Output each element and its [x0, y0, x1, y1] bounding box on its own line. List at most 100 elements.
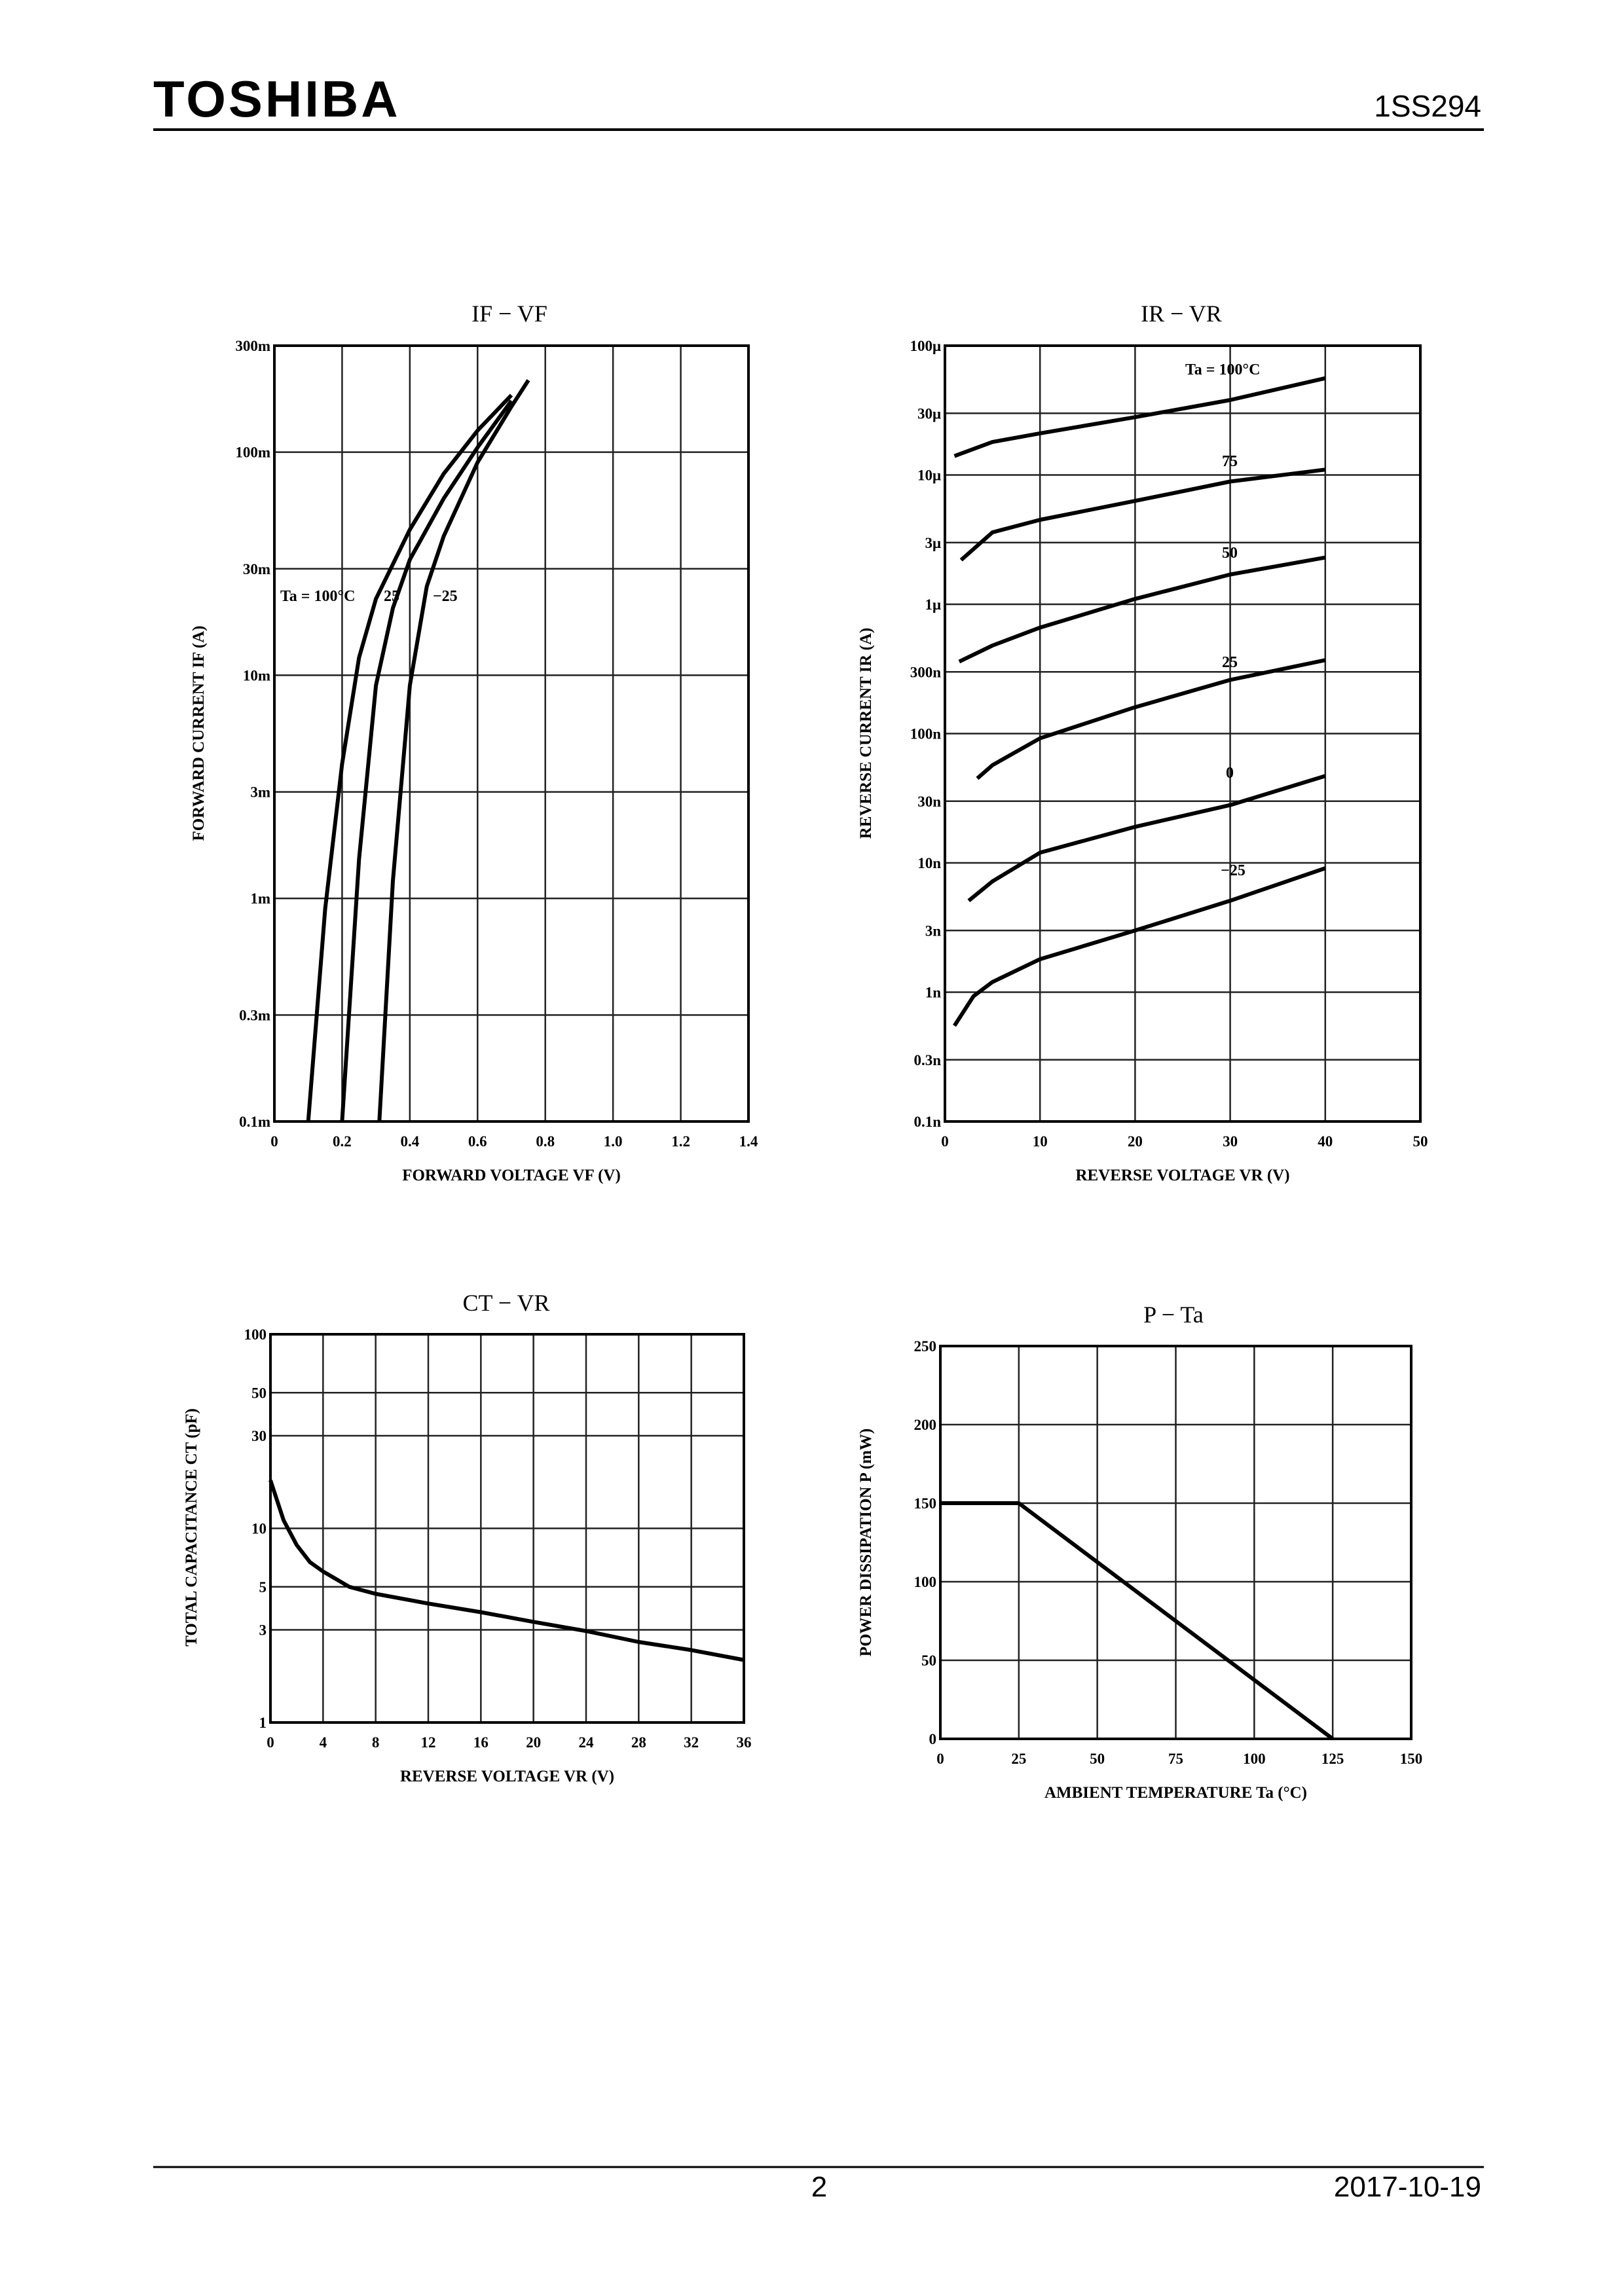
- curve: [967, 774, 1326, 903]
- curve-label: 25: [1222, 654, 1238, 671]
- y-axis-label: TOTAL CAPACITANCE CT (pF): [183, 1408, 200, 1647]
- y-tick-label: 0.1n: [913, 1114, 941, 1130]
- x-tick-label: 24: [579, 1734, 595, 1751]
- y-tick-label: 100: [914, 1574, 937, 1590]
- x-tick-label: 0: [267, 1734, 274, 1751]
- page-number: 2: [811, 2171, 827, 2203]
- curve: [306, 393, 513, 1122]
- x-tick-label: 36: [737, 1734, 752, 1751]
- chart-title: CT − VR: [462, 1290, 549, 1316]
- y-tick-label: 0: [929, 1731, 937, 1747]
- y-tick-label: 10m: [243, 667, 270, 683]
- plot-frame: [269, 1333, 745, 1724]
- curve-label: 75: [1222, 453, 1238, 470]
- x-tick-label: 25: [1011, 1751, 1026, 1767]
- date: 2017-10-19: [1334, 2171, 1481, 2203]
- y-tick-label: 50: [921, 1652, 936, 1669]
- curve: [268, 1480, 745, 1662]
- x-tick-label: 50: [1413, 1133, 1428, 1150]
- plot-frame: [273, 344, 750, 1123]
- x-axis-label: FORWARD VOLTAGE VF (V): [402, 1167, 621, 1184]
- x-tick-label: 20: [1128, 1133, 1143, 1150]
- curve-label: −25: [433, 588, 458, 605]
- plot-frame: [944, 344, 1422, 1123]
- x-tick-label: 0: [270, 1133, 278, 1150]
- y-tick-label: 300n: [910, 664, 942, 680]
- x-tick-label: 20: [526, 1734, 541, 1751]
- x-tick-label: 16: [473, 1734, 489, 1751]
- x-tick-label: 0: [941, 1133, 949, 1150]
- x-tick-label: 4: [320, 1734, 327, 1751]
- curve-label: Ta = 100°C: [280, 588, 355, 605]
- x-tick-label: 1.4: [739, 1133, 758, 1150]
- y-tick-label: 300m: [235, 338, 270, 354]
- y-tick-label: 1n: [925, 985, 942, 1001]
- x-tick-label: 0: [936, 1751, 944, 1767]
- y-tick-label: 250: [914, 1338, 937, 1355]
- x-tick-label: 40: [1318, 1133, 1333, 1150]
- x-tick-label: 8: [372, 1734, 380, 1751]
- y-tick-label: 150: [914, 1495, 937, 1512]
- logo: TOSHIBA: [153, 70, 401, 128]
- curve-label: Ta = 100°C: [1185, 361, 1260, 378]
- x-tick-label: 100: [1243, 1751, 1266, 1767]
- curve: [340, 399, 513, 1122]
- y-axis-label: REVERSE CURRENT IR (A): [857, 628, 875, 839]
- curve-label: 25: [384, 588, 399, 605]
- x-tick-label: 10: [1033, 1133, 1048, 1150]
- curve: [976, 658, 1326, 780]
- y-tick-label: 3m: [250, 784, 270, 801]
- y-axis-label: FORWARD CURRENT IF (A): [190, 626, 208, 841]
- x-tick-label: 0.8: [536, 1133, 555, 1150]
- x-tick-label: 28: [631, 1734, 646, 1751]
- curve: [377, 379, 530, 1122]
- y-axis-label: POWER DISSIPATION P (mW): [857, 1429, 875, 1656]
- curve: [952, 866, 1326, 1027]
- y-tick-label: 50: [251, 1385, 267, 1401]
- y-tick-label: 30: [251, 1428, 267, 1444]
- x-tick-label: 0.6: [468, 1133, 487, 1150]
- x-axis-label: AMBIENT TEMPERATURE Ta (°C): [1044, 1784, 1307, 1802]
- y-tick-label: 3n: [925, 922, 942, 939]
- y-tick-label: 0.1m: [239, 1114, 270, 1130]
- curve: [940, 1501, 1335, 1741]
- chart-title: IR − VR: [1141, 301, 1222, 327]
- y-tick-label: 10n: [917, 855, 941, 871]
- y-tick-label: 5: [259, 1579, 267, 1595]
- y-tick-label: 30μ: [917, 405, 941, 422]
- x-tick-label: 12: [421, 1734, 436, 1751]
- x-tick-label: 0.4: [400, 1133, 419, 1150]
- curve-label: 50: [1222, 545, 1238, 562]
- y-tick-label: 100m: [235, 445, 270, 461]
- x-tick-label: 0.2: [333, 1133, 352, 1150]
- part-number: 1SS294: [1374, 89, 1481, 123]
- x-tick-label: 125: [1321, 1751, 1344, 1767]
- y-tick-label: 10: [251, 1521, 267, 1537]
- x-tick-label: 75: [1168, 1751, 1183, 1767]
- y-tick-label: 30n: [917, 793, 941, 810]
- y-tick-label: 100n: [910, 726, 942, 742]
- y-tick-label: 200: [914, 1417, 937, 1433]
- y-tick-label: 1μ: [925, 596, 941, 613]
- y-tick-label: 1m: [250, 890, 270, 907]
- y-tick-label: 3: [259, 1622, 267, 1639]
- x-axis-label: REVERSE VOLTAGE VR (V): [1075, 1167, 1289, 1184]
- x-axis-label: REVERSE VOLTAGE VR (V): [400, 1768, 614, 1785]
- y-tick-label: 100: [244, 1326, 267, 1343]
- plot-frame: [939, 1345, 1412, 1740]
- y-tick-label: 30m: [243, 561, 270, 577]
- y-tick-label: 0.3n: [913, 1052, 941, 1068]
- y-tick-label: 100μ: [910, 338, 941, 354]
- y-tick-label: 10μ: [917, 467, 941, 484]
- x-tick-label: 150: [1400, 1751, 1423, 1767]
- curve: [959, 467, 1326, 562]
- x-tick-label: 1.2: [671, 1133, 690, 1150]
- curve-label: 0: [1226, 765, 1234, 782]
- chart-title: P − Ta: [1143, 1302, 1204, 1328]
- chart-title: IF − VF: [471, 301, 547, 327]
- x-tick-label: 50: [1090, 1751, 1105, 1767]
- y-tick-label: 0.3m: [239, 1007, 270, 1023]
- y-tick-label: 1: [259, 1715, 267, 1731]
